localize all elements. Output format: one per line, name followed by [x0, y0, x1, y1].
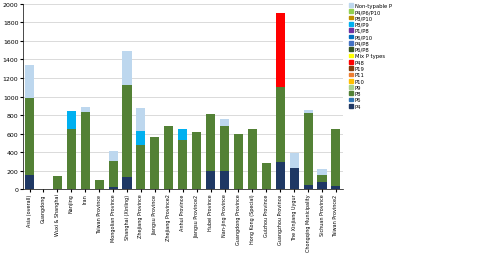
Bar [122, 52, 132, 86]
Bar [290, 154, 298, 168]
Bar [80, 107, 90, 113]
Bar [94, 180, 104, 190]
Legend: Non-typable P, P4/P6/P10, P8/P10, P8/P9, P1/P8, P6/P10, P4/P8, P6/P8, Mix P type: Non-typable P, P4/P6/P10, P8/P10, P8/P9,… [348, 4, 392, 109]
Bar [318, 175, 326, 182]
Bar [122, 178, 132, 190]
Bar [248, 130, 257, 190]
Bar [108, 152, 118, 161]
Bar [136, 108, 145, 131]
Bar [150, 138, 160, 190]
Bar [220, 127, 229, 171]
Bar [80, 113, 90, 190]
Bar [220, 119, 229, 127]
Bar [318, 169, 326, 175]
Bar [136, 131, 145, 145]
Bar [276, 88, 285, 162]
Bar [290, 168, 298, 190]
Bar [220, 171, 229, 190]
Bar [108, 187, 118, 190]
Bar [206, 115, 215, 171]
Bar [25, 66, 34, 98]
Bar [25, 175, 34, 190]
Bar [122, 86, 132, 178]
Bar [304, 110, 312, 114]
Bar [304, 185, 312, 190]
Bar [25, 98, 34, 175]
Bar [53, 176, 62, 190]
Bar [276, 14, 285, 88]
Bar [332, 186, 340, 190]
Bar [318, 182, 326, 190]
Bar [178, 130, 188, 141]
Bar [234, 134, 243, 190]
Bar [262, 164, 271, 190]
Bar [67, 130, 76, 190]
Bar [178, 141, 188, 190]
Bar [304, 114, 312, 185]
Bar [164, 127, 173, 190]
Bar [276, 162, 285, 190]
Bar [108, 161, 118, 187]
Bar [136, 145, 145, 190]
Bar [206, 171, 215, 190]
Bar [192, 132, 201, 190]
Bar [332, 130, 340, 186]
Bar [67, 111, 76, 130]
